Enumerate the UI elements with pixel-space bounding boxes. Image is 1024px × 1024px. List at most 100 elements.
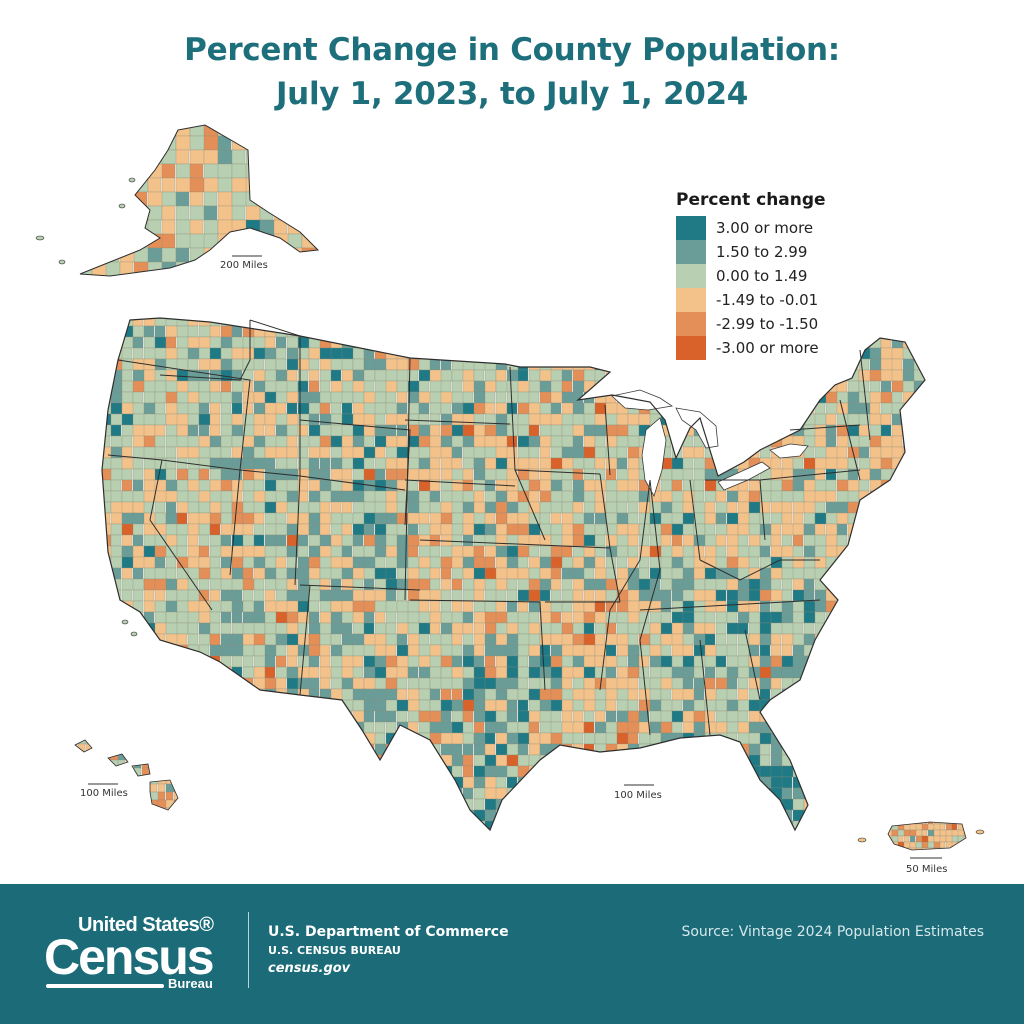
county-cell	[847, 732, 862, 745]
legend-swatch	[676, 312, 706, 336]
county-cell	[473, 424, 486, 437]
county-cell	[583, 798, 596, 811]
county-cell	[924, 435, 925, 448]
county-cell	[671, 776, 683, 789]
county-cell	[374, 567, 388, 580]
county-cell	[407, 633, 421, 646]
county-cell	[253, 435, 266, 448]
county-cell	[242, 402, 254, 415]
county-cell	[649, 325, 662, 338]
county-cell	[161, 205, 176, 221]
county-cell	[550, 798, 565, 811]
county-cell	[209, 721, 221, 734]
county-cell	[385, 446, 398, 459]
county-cell	[924, 688, 925, 701]
county-cell	[462, 523, 475, 536]
county-cell	[671, 424, 683, 437]
county-cell	[924, 589, 925, 602]
county-cell	[539, 611, 552, 624]
county-cell	[374, 501, 388, 514]
county-cell	[945, 847, 955, 850]
county-cell	[660, 820, 672, 830]
county-cell	[102, 479, 112, 492]
county-cell	[495, 578, 508, 591]
county-cell	[759, 523, 772, 536]
website-link[interactable]: census.gov	[268, 961, 351, 976]
county-cell	[154, 743, 169, 756]
county-cell	[924, 710, 925, 723]
county-cell	[583, 721, 595, 734]
county-cell	[880, 369, 894, 382]
county-cell	[836, 765, 849, 778]
county-cell	[462, 622, 474, 635]
county-cell	[649, 347, 664, 360]
county-cell	[319, 633, 332, 646]
county-cell	[583, 318, 597, 327]
county-cell	[341, 754, 354, 767]
county-cell	[517, 380, 531, 393]
county-cell	[550, 523, 564, 536]
county-cell	[363, 809, 376, 822]
county-cell	[484, 534, 497, 547]
county-cell	[902, 380, 916, 393]
county-cell	[484, 391, 496, 404]
legend-item: 1.50 to 2.99	[676, 240, 846, 264]
county-cell	[539, 435, 552, 448]
county-cell	[451, 380, 463, 393]
county-cell	[858, 534, 870, 547]
county-cell	[157, 767, 168, 777]
county-cell	[451, 347, 465, 360]
county-cell	[924, 798, 925, 811]
county-cell	[429, 754, 441, 767]
county-cell	[80, 219, 95, 235]
county-cell	[209, 318, 221, 327]
county-cell	[143, 424, 156, 437]
county-cell	[726, 622, 740, 635]
county-cell	[242, 501, 256, 514]
county-cell	[506, 688, 519, 701]
county-cell	[715, 512, 727, 525]
county-cell	[583, 578, 596, 591]
county-cell	[858, 688, 873, 701]
county-cell	[495, 501, 508, 514]
county-cell	[154, 556, 166, 569]
county-cell	[110, 336, 124, 349]
county-cell	[605, 765, 620, 778]
county-cell	[297, 743, 311, 756]
county-cell	[792, 534, 804, 547]
county-cell	[110, 501, 124, 514]
county-cell	[133, 783, 142, 793]
county-cell	[704, 633, 716, 646]
county-cell	[143, 347, 157, 360]
county-cell	[143, 318, 157, 327]
county-cell	[473, 336, 486, 349]
county-cell	[203, 247, 221, 263]
county-cell	[715, 545, 727, 558]
county-cell	[836, 754, 849, 767]
county-cell	[176, 688, 189, 701]
county-cell	[913, 633, 925, 646]
county-cell	[132, 358, 145, 371]
county-cell	[963, 822, 966, 825]
county-cell	[847, 391, 861, 404]
census-bureau-logo[interactable]: United States® Census Bureau	[44, 914, 244, 1000]
county-cell	[561, 479, 573, 492]
county-cell	[924, 655, 925, 668]
county-cell	[198, 820, 212, 830]
county-cell	[704, 380, 716, 393]
county-cell	[121, 809, 133, 822]
county-cell	[572, 776, 587, 789]
county-cell	[880, 699, 893, 712]
county-cell	[836, 611, 849, 624]
county-cell	[869, 358, 883, 371]
county-cell	[165, 380, 179, 393]
county-cell	[198, 798, 211, 811]
county-cell	[594, 380, 608, 393]
county-cell	[385, 380, 398, 393]
county-cell	[880, 402, 894, 415]
county-cell	[517, 501, 531, 514]
county-cell	[605, 809, 620, 822]
county-cell	[495, 318, 509, 327]
county-cell	[550, 501, 563, 514]
county-cell	[264, 567, 277, 580]
